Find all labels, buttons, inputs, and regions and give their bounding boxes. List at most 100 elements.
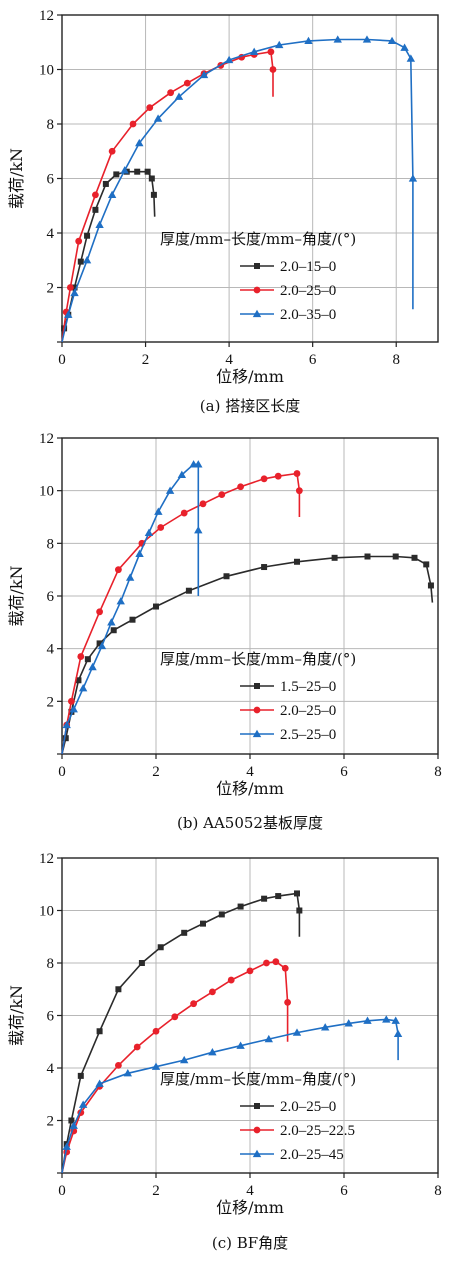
data-point: [96, 608, 103, 616]
data-point: [84, 656, 91, 663]
legend-entry-label: 2.0–25–22.5: [280, 1123, 355, 1139]
data-point: [77, 653, 85, 660]
data-point: [92, 206, 99, 213]
data-point: [135, 138, 144, 147]
y-tick-label: 12: [39, 431, 54, 447]
data-point: [261, 564, 268, 571]
legend-marker: [252, 729, 262, 738]
data-point: [115, 986, 122, 993]
legend-marker: [253, 286, 261, 294]
x-tick-label: 4: [246, 764, 254, 780]
series-2: [61, 35, 418, 343]
y-tick-label: 4: [47, 642, 55, 658]
data-point: [78, 683, 88, 692]
data-point: [264, 1034, 273, 1043]
x-axis-label: 位移/mm: [216, 367, 284, 386]
chart-panel-a: 0 2 4 6 8 2 4 6 8 10 12 位移/mm 载荷/kN (a) 搭接区长度 厚度/mm–长度…: [0, 0, 455, 420]
x-tick-label: 8: [392, 352, 400, 368]
data-point: [62, 1142, 71, 1150]
y-tick-label: 2: [47, 281, 55, 297]
x-axis-label: 位移/mm: [216, 1198, 284, 1217]
data-point: [174, 92, 184, 100]
chart-caption: (c) BF角度: [212, 1234, 288, 1252]
data-point: [115, 1061, 122, 1069]
x-tick-label: 0: [58, 764, 66, 780]
data-point: [363, 1016, 372, 1024]
data-point: [107, 190, 117, 198]
data-point: [237, 483, 245, 491]
data-point: [275, 40, 284, 49]
data-point: [77, 1072, 84, 1079]
y-axis-label: 载荷/kN: [7, 148, 26, 209]
chart-panel-c: 0 2 4 6 8 2 4 6 8 10 12 位移/mm 载荷/kN (c) BF角度 厚度/mm–长度/…: [0, 840, 455, 1265]
legend-marker: [254, 1103, 260, 1109]
series-line: [61, 38, 414, 343]
data-point: [392, 553, 399, 560]
x-tick-label: 6: [340, 764, 348, 780]
series-2: [61, 460, 203, 755]
y-tick-label: 6: [47, 1009, 55, 1025]
data-point: [263, 959, 270, 967]
data-point: [177, 470, 187, 479]
data-point: [96, 640, 103, 647]
data-point: [107, 618, 116, 626]
data-point: [269, 66, 277, 73]
data-point: [427, 582, 434, 589]
data-point: [194, 460, 203, 468]
data-point: [77, 258, 84, 265]
data-point: [92, 191, 99, 199]
data-point: [296, 907, 303, 914]
legend-title: 厚度/mm–长度/mm–角度/(°): [160, 650, 356, 668]
data-point: [260, 475, 268, 483]
data-point: [208, 1048, 217, 1056]
x-tick-label: 4: [246, 1183, 254, 1199]
data-point: [133, 1043, 141, 1051]
y-tick-label: 12: [39, 8, 54, 24]
data-point: [199, 70, 209, 79]
data-point: [165, 486, 175, 494]
data-point: [153, 603, 159, 610]
series-line: [61, 1018, 399, 1174]
data-point: [284, 998, 291, 1006]
data-point: [180, 509, 188, 517]
data-point: [148, 175, 155, 182]
data-point: [70, 288, 79, 297]
data-point: [333, 35, 342, 43]
data-point: [237, 903, 244, 910]
data-point: [304, 36, 313, 45]
data-point: [144, 528, 154, 536]
y-tick-label: 12: [39, 851, 54, 867]
data-point: [331, 554, 338, 561]
data-point: [224, 55, 234, 64]
data-point: [274, 472, 282, 480]
data-point: [218, 491, 226, 499]
data-point: [408, 174, 418, 182]
legend-entry-label: 2.0–35–0: [280, 307, 336, 323]
data-point: [95, 220, 104, 228]
series-line: [61, 960, 289, 1174]
data-point: [167, 89, 175, 97]
data-point: [190, 1000, 198, 1008]
y-tick-label: 4: [47, 226, 55, 242]
series-1: [61, 48, 277, 343]
series-1: [61, 470, 303, 755]
data-point: [181, 929, 188, 936]
x-tick-label: 2: [152, 764, 160, 780]
legend-entry-label: 2.0–25–45: [280, 1147, 344, 1163]
data-point: [135, 549, 144, 558]
data-point: [272, 958, 280, 966]
data-point: [362, 35, 372, 43]
data-point: [134, 168, 141, 175]
data-point: [96, 1028, 103, 1035]
data-point: [84, 232, 91, 239]
y-tick-label: 2: [47, 694, 55, 710]
data-point: [129, 616, 136, 623]
legend-entry-label: 1.5–25–0: [280, 679, 336, 695]
data-point: [391, 1016, 400, 1024]
legend-marker: [252, 1149, 262, 1158]
y-tick-label: 10: [39, 904, 54, 920]
legend-marker: [254, 263, 260, 269]
chart-caption: (a) 搭接区长度: [200, 397, 300, 415]
data-point: [113, 171, 120, 178]
data-point: [88, 662, 97, 671]
